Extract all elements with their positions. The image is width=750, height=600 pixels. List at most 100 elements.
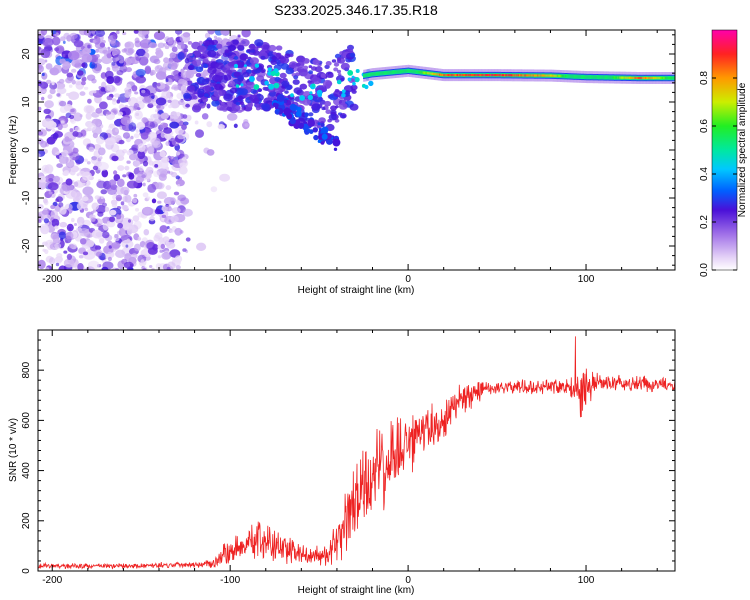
ridge-core xyxy=(383,72,385,75)
ridge-core xyxy=(519,74,521,77)
ridge-core xyxy=(541,74,543,77)
noise-blob xyxy=(293,75,299,80)
noise-blob xyxy=(65,190,78,199)
noise-blob xyxy=(69,114,75,120)
noise-blob xyxy=(178,78,186,84)
ridge-core xyxy=(673,76,675,80)
ridge-core xyxy=(473,74,475,77)
noise-blob xyxy=(92,165,99,171)
ridge-core xyxy=(385,71,387,74)
noise-blob xyxy=(147,183,157,193)
noise-blob xyxy=(92,39,96,44)
noise-blob xyxy=(241,30,251,38)
ridge-core xyxy=(568,75,570,78)
ridge-core xyxy=(549,74,552,77)
noise-blob xyxy=(292,79,300,85)
noise-blob xyxy=(135,236,139,241)
noise-blob xyxy=(191,105,202,113)
colorbar-label: Normalized spectral amplitude xyxy=(737,82,748,217)
ridge-core xyxy=(406,69,409,72)
noise-blob xyxy=(67,50,80,61)
ridge-core xyxy=(622,76,624,79)
noise-blob xyxy=(52,30,57,35)
noise-blob xyxy=(295,62,301,67)
colorbar: 0.0 0.2 0.4 0.6 0.8 Normalized spectral ampl… xyxy=(699,29,748,277)
ridge-core xyxy=(505,74,507,77)
ridge-core xyxy=(557,74,559,77)
ridge-core xyxy=(547,74,550,77)
noise-blob xyxy=(140,259,145,264)
noise-blob xyxy=(106,111,112,115)
ridge-core xyxy=(506,74,508,77)
noise-blob xyxy=(146,177,150,182)
noise-blob xyxy=(52,147,59,154)
noise-blob xyxy=(333,67,339,72)
noise-blob xyxy=(237,95,243,101)
noise-blob xyxy=(275,59,282,65)
noise-blob xyxy=(164,36,171,43)
snr-ylabel: SNR (10 * v/v) xyxy=(8,418,19,482)
ridge-core xyxy=(421,71,424,74)
noise-blob xyxy=(65,178,73,186)
x-tick-label: -100 xyxy=(220,575,240,586)
noise-blob xyxy=(275,110,280,115)
noise-blob xyxy=(186,85,195,92)
noise-blob xyxy=(116,178,125,187)
ridge-core xyxy=(564,75,567,78)
noise-blob xyxy=(151,198,157,204)
hotspot xyxy=(233,63,239,69)
noise-blob xyxy=(121,239,134,249)
noise-blob xyxy=(151,140,162,149)
ridge-core xyxy=(509,74,511,77)
noise-blob xyxy=(332,138,341,147)
noise-blob xyxy=(59,106,68,114)
noise-blob xyxy=(114,93,120,98)
noise-blob xyxy=(40,140,48,148)
noise-blob xyxy=(247,102,254,108)
x-tick-label: -200 xyxy=(42,575,62,586)
ridge-core xyxy=(462,74,464,77)
ridge-core xyxy=(612,76,615,79)
hotspot xyxy=(243,64,247,68)
noise-blob xyxy=(168,104,173,109)
ridge-core xyxy=(659,76,662,80)
noise-blob xyxy=(147,39,151,43)
noise-blob xyxy=(77,222,83,228)
ridge-core xyxy=(425,71,427,74)
noise-blob xyxy=(54,242,62,250)
noise-blob xyxy=(98,147,106,156)
ridge-core xyxy=(614,76,616,79)
ridge-core xyxy=(571,75,573,78)
noise-blob xyxy=(169,52,176,59)
noise-blob xyxy=(170,215,179,223)
noise-blob xyxy=(175,179,185,187)
noise-blob xyxy=(127,48,135,54)
noise-blob xyxy=(97,46,108,54)
hotspot xyxy=(336,79,342,85)
ridge-core xyxy=(380,72,382,75)
noise-blob xyxy=(48,178,54,182)
noise-blob xyxy=(153,31,166,41)
noise-blob xyxy=(179,162,187,169)
noise-blob xyxy=(229,57,234,61)
noise-blob xyxy=(38,239,41,243)
ridge-core xyxy=(451,74,454,77)
noise-blob xyxy=(81,53,93,63)
noise-blob xyxy=(173,191,180,196)
ridge-core xyxy=(479,74,481,77)
noise-blob xyxy=(207,44,216,52)
noise-blob xyxy=(142,192,149,198)
ridge-core xyxy=(524,74,526,77)
noise-blob xyxy=(219,107,224,111)
noise-blob xyxy=(155,71,167,80)
noise-blob xyxy=(111,202,118,208)
noise-blob xyxy=(96,180,107,189)
noise-blob xyxy=(106,76,115,84)
snr-x-axis: -200 -100 0 100 xyxy=(42,330,658,586)
ridge-core xyxy=(492,74,494,77)
noise-blob xyxy=(61,122,69,129)
noise-blob xyxy=(85,112,92,120)
noise-blob xyxy=(217,124,225,130)
noise-blob xyxy=(52,132,59,139)
